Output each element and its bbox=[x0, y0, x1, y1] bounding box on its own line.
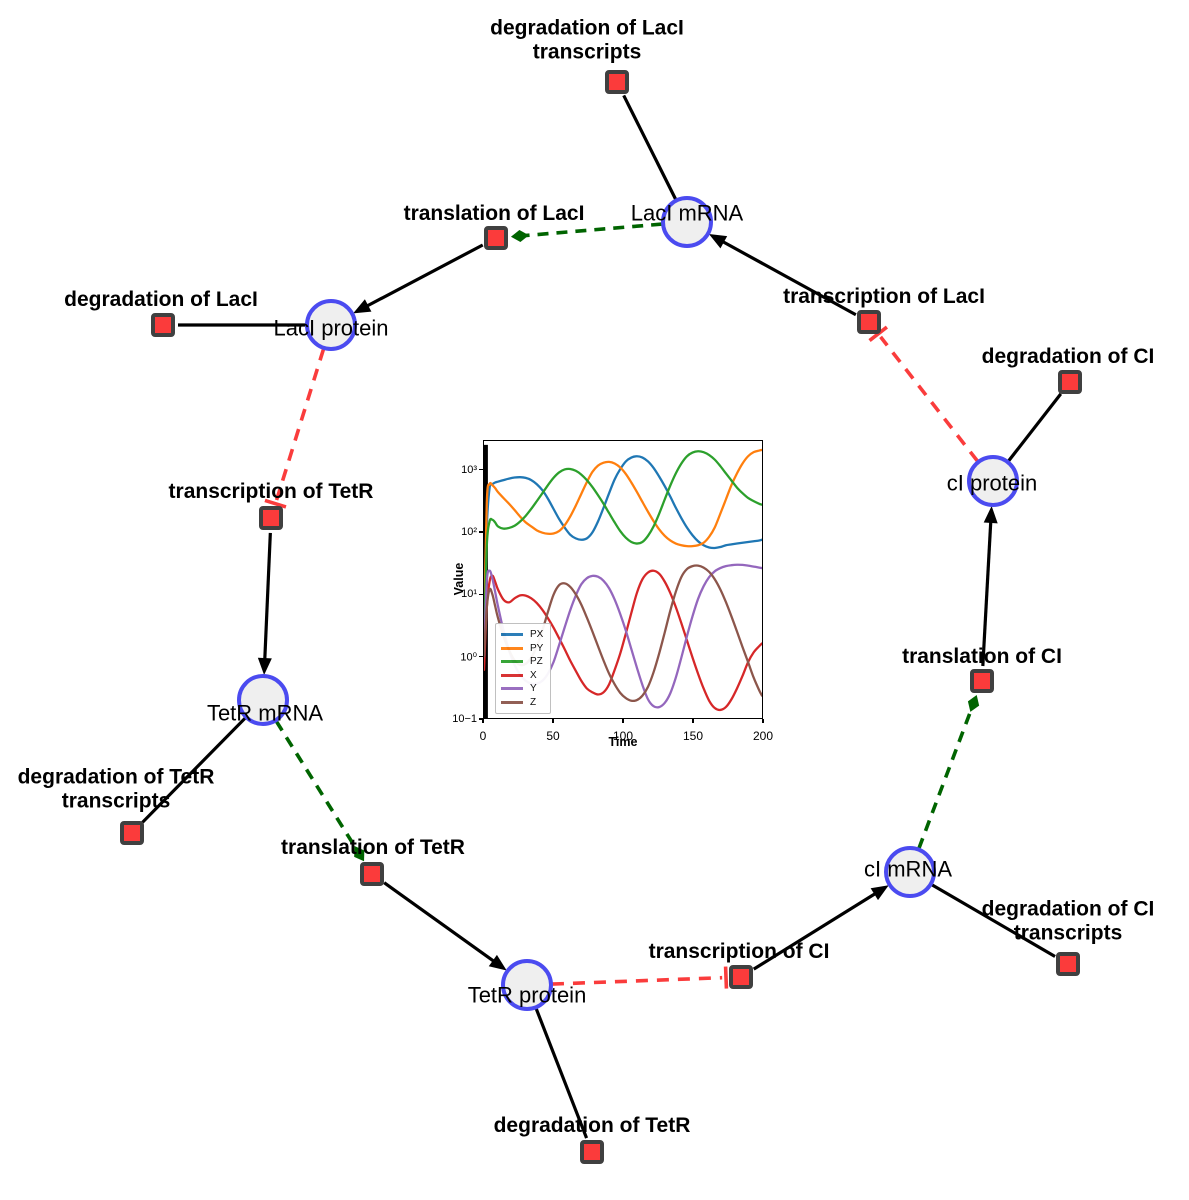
plot-legend: PX PY PZ X Y Z bbox=[495, 623, 552, 714]
plot-frame: PX PY PZ X Y Z bbox=[483, 440, 763, 719]
edge-consumption bbox=[1007, 392, 1063, 463]
plot-xtick-4: 200 bbox=[752, 729, 774, 743]
reaction-node-transcription_tetr[interactable] bbox=[259, 506, 283, 530]
reaction-node-translation_laci[interactable] bbox=[484, 226, 508, 250]
species-node-tetr_mrna[interactable] bbox=[237, 674, 289, 726]
plot-xtick-mark-2 bbox=[622, 719, 624, 723]
legend-item-PX: PX bbox=[501, 628, 543, 642]
reaction-node-deg_tetr_transcripts[interactable] bbox=[120, 821, 144, 845]
legend-item-X: X bbox=[501, 669, 543, 683]
reaction-node-translation_ci[interactable] bbox=[970, 669, 994, 693]
arrowhead-triangle bbox=[708, 234, 728, 249]
arrowhead-inhibition-bar bbox=[264, 498, 287, 509]
legend-label-PZ: PZ bbox=[530, 656, 543, 668]
plot-xtick-mark-3 bbox=[692, 719, 694, 723]
plot-ytick-2: 10¹ bbox=[461, 588, 477, 601]
reaction-node-deg_ci_transcripts[interactable] bbox=[1056, 952, 1080, 976]
plot-series-PX bbox=[484, 455, 762, 639]
plot-ytick-0: 10−1 bbox=[452, 713, 477, 725]
species-node-ci_mrna[interactable] bbox=[884, 846, 936, 898]
arrowhead-triangle bbox=[257, 657, 272, 676]
legend-label-X: X bbox=[530, 669, 537, 681]
reaction-node-transcription_ci[interactable] bbox=[729, 965, 753, 989]
legend-swatch-PY bbox=[501, 646, 523, 650]
plot-xtick-mark-4 bbox=[762, 719, 764, 723]
plot-ytick-mark-2 bbox=[479, 593, 483, 595]
edge-modifier bbox=[274, 720, 362, 856]
plot-series-X bbox=[484, 569, 762, 712]
edge-production bbox=[262, 532, 272, 667]
plot-xtick-mark-1 bbox=[552, 719, 554, 723]
species-node-tetr_protein[interactable] bbox=[501, 959, 553, 1011]
plot-series-PZ bbox=[484, 450, 762, 645]
plot-x-axis-title: Time bbox=[608, 735, 638, 749]
edge-inhibition bbox=[551, 975, 723, 986]
edge-production bbox=[715, 236, 857, 317]
legend-swatch-PZ bbox=[501, 660, 523, 664]
species-node-laci_protein[interactable] bbox=[305, 299, 357, 351]
plot-xtick-2: 100 bbox=[612, 729, 634, 743]
plot-xtick-0: 0 bbox=[479, 729, 487, 743]
legend-label-PY: PY bbox=[530, 642, 544, 654]
plot-xtick-mark-0 bbox=[482, 719, 484, 723]
edge-consumption bbox=[930, 883, 1056, 958]
arrowhead-triangle bbox=[983, 505, 998, 524]
edge-production bbox=[360, 243, 484, 311]
arrowhead-inhibition-bar bbox=[723, 966, 729, 989]
edge-production bbox=[383, 881, 501, 967]
plot-ytick-1: 10⁰ bbox=[460, 651, 477, 664]
edge-modifier bbox=[917, 701, 976, 850]
arrowhead-triangle bbox=[353, 299, 372, 314]
legend-swatch-PX bbox=[501, 633, 523, 637]
legend-swatch-Y bbox=[501, 687, 523, 691]
edge-inhibition bbox=[879, 335, 980, 463]
species-node-laci_mrna[interactable] bbox=[661, 196, 713, 248]
timecourse-inset-plot: Value Time PX PY PZ X Y Z 10−1 10⁰ 10¹ 10² 10³ 0 50… bbox=[452, 438, 773, 752]
edge-production bbox=[752, 888, 883, 971]
reaction-node-deg_laci[interactable] bbox=[151, 313, 175, 337]
legend-item-Y: Y bbox=[501, 682, 543, 696]
legend-label-Y: Y bbox=[530, 683, 537, 695]
legend-swatch-X bbox=[501, 673, 523, 677]
legend-label-Z: Z bbox=[530, 696, 537, 708]
edge-consumption bbox=[534, 1007, 589, 1139]
arrowhead-diamond bbox=[354, 846, 365, 862]
reaction-node-deg_ci[interactable] bbox=[1058, 370, 1082, 394]
edge-inhibition bbox=[274, 348, 326, 501]
species-node-ci_protein[interactable] bbox=[967, 455, 1019, 507]
legend-item-PY: PY bbox=[501, 642, 543, 656]
plot-xtick-1: 50 bbox=[546, 729, 560, 743]
plot-ytick-3: 10² bbox=[461, 526, 477, 539]
plot-ytick-mark-4 bbox=[479, 469, 483, 471]
reaction-node-transcription_laci[interactable] bbox=[857, 310, 881, 334]
arrowhead-triangle bbox=[870, 885, 889, 901]
plot-ytick-mark-3 bbox=[479, 531, 483, 533]
arrowhead-inhibition-bar bbox=[868, 325, 889, 343]
edge-modifier bbox=[518, 222, 663, 238]
edge-production bbox=[981, 514, 993, 667]
plot-series-layer bbox=[484, 444, 762, 718]
arrowhead-triangle bbox=[488, 954, 507, 971]
reaction-node-deg_tetr[interactable] bbox=[580, 1140, 604, 1164]
legend-swatch-Z bbox=[501, 700, 523, 704]
plot-series-PY bbox=[484, 448, 762, 639]
legend-item-PZ: PZ bbox=[501, 655, 543, 669]
edge-consumption bbox=[141, 716, 247, 824]
plot-ytick-4: 10³ bbox=[461, 463, 477, 476]
plot-ytick-mark-0 bbox=[479, 718, 483, 720]
arrowhead-diamond bbox=[967, 695, 980, 712]
reaction-node-deg_laci_transcripts[interactable] bbox=[605, 70, 629, 94]
plot-xtick-3: 150 bbox=[682, 729, 704, 743]
legend-item-Z: Z bbox=[501, 696, 543, 710]
edge-consumption bbox=[622, 94, 678, 201]
plot-ytick-mark-1 bbox=[479, 656, 483, 658]
legend-label-PX: PX bbox=[530, 629, 544, 641]
arrowhead-diamond bbox=[510, 230, 529, 242]
reaction-node-translation_tetr[interactable] bbox=[360, 862, 384, 886]
